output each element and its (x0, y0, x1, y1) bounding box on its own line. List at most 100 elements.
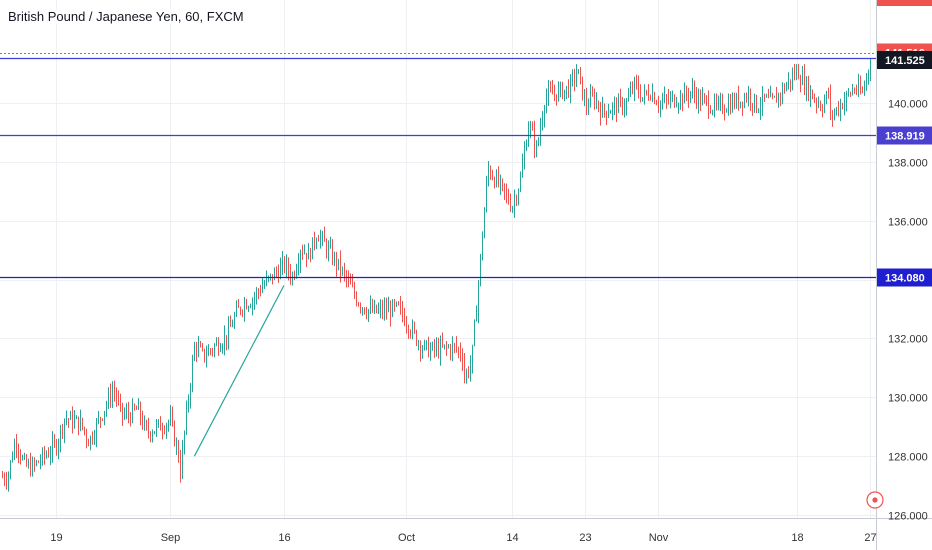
candle-body (220, 349, 221, 352)
candle-body (204, 349, 205, 360)
trendline-group[interactable] (193, 285, 285, 457)
candle-body (636, 78, 637, 85)
candle-body (758, 110, 759, 112)
candle-body (528, 128, 529, 146)
time-tick-label: 18 (791, 532, 803, 544)
candle-body (398, 302, 399, 305)
candle-body (708, 98, 709, 112)
candle-body (280, 265, 281, 279)
candle-body (664, 96, 665, 101)
candle-body (254, 297, 255, 301)
candle-body (586, 96, 587, 108)
candle-body (388, 306, 389, 313)
candle-body (444, 344, 445, 346)
candle-body (498, 173, 499, 185)
candle-body (676, 106, 677, 108)
alert-icon[interactable] (866, 491, 884, 509)
candle-body (506, 190, 507, 194)
candle-body (270, 274, 271, 277)
candle-body (574, 74, 575, 82)
candle-body (620, 98, 621, 100)
candle-body (774, 96, 775, 98)
candle-body (62, 427, 63, 433)
candle-body (186, 406, 187, 432)
candle-body (730, 102, 731, 112)
candle-body (234, 315, 235, 326)
candle-body (196, 345, 197, 353)
candle-body (126, 410, 127, 415)
candle-body (120, 400, 121, 404)
candle-body (290, 272, 291, 280)
candle-body (128, 410, 129, 416)
candle-body (588, 106, 589, 108)
candle-body (778, 94, 779, 103)
price-axis-labels: 126.000128.000130.000132.000134.000136.0… (888, 99, 928, 523)
candle-body (544, 107, 545, 119)
candle-body (262, 286, 263, 292)
candle-body (366, 312, 367, 316)
candle-body (482, 237, 483, 255)
candle-body (24, 457, 25, 459)
candle-body (344, 268, 345, 274)
candle-body (358, 303, 359, 306)
candle-body (414, 325, 415, 331)
candle-body (210, 349, 211, 351)
candle-body (856, 90, 857, 92)
candle-body (868, 71, 869, 76)
candle-body (168, 421, 169, 426)
candle-body (846, 93, 847, 102)
candle-body (174, 422, 175, 446)
candle-body (788, 79, 789, 86)
candle-body (534, 130, 535, 150)
candle-body (584, 96, 585, 99)
candle-body (612, 105, 613, 113)
candle-body (568, 86, 569, 96)
candle-body (744, 96, 745, 106)
candle-body (226, 335, 227, 342)
candle-body (596, 101, 597, 105)
candle-body (454, 344, 455, 346)
candle-body (278, 272, 279, 279)
horizontal-levels[interactable] (0, 53, 876, 279)
candle-body (666, 96, 667, 99)
candle-body (106, 404, 107, 412)
candle-body (442, 342, 443, 346)
candle-body (662, 100, 663, 103)
candle-body (416, 330, 417, 345)
trendline[interactable] (193, 285, 285, 457)
candle-body (702, 96, 703, 105)
candle-body (244, 302, 245, 313)
candle-body (326, 241, 327, 254)
candle-body (72, 413, 73, 427)
price-tick-label: 138.000 (888, 158, 928, 170)
candle-body (240, 307, 241, 312)
candle-body (116, 392, 117, 400)
candle-body (782, 86, 783, 97)
candle-body (862, 91, 863, 93)
candle-body (488, 167, 489, 181)
time-tick-label: Nov (649, 532, 669, 544)
candle-body (438, 345, 439, 356)
candle-body (526, 145, 527, 150)
candle-body (158, 420, 159, 424)
time-tick-label: 19 (50, 532, 62, 544)
time-axis-labels: 19 Sep 16 Oct 14 23 Nov 18 27 (50, 532, 876, 544)
candle-body (592, 93, 593, 95)
candle-body (834, 112, 835, 117)
price-tag-label: 134.080 (885, 273, 925, 285)
candle-body (390, 306, 391, 317)
candle-body (138, 403, 139, 410)
candle-body (194, 345, 195, 361)
candle-body (830, 94, 831, 112)
candle-body (38, 461, 39, 463)
candle-body (638, 84, 639, 94)
candle-body (374, 305, 375, 312)
candle-body (496, 173, 497, 186)
candle-body (252, 300, 253, 307)
candle-body (172, 414, 173, 423)
candle-body (678, 104, 679, 107)
candle-body (686, 89, 687, 96)
candle-body (484, 210, 485, 238)
